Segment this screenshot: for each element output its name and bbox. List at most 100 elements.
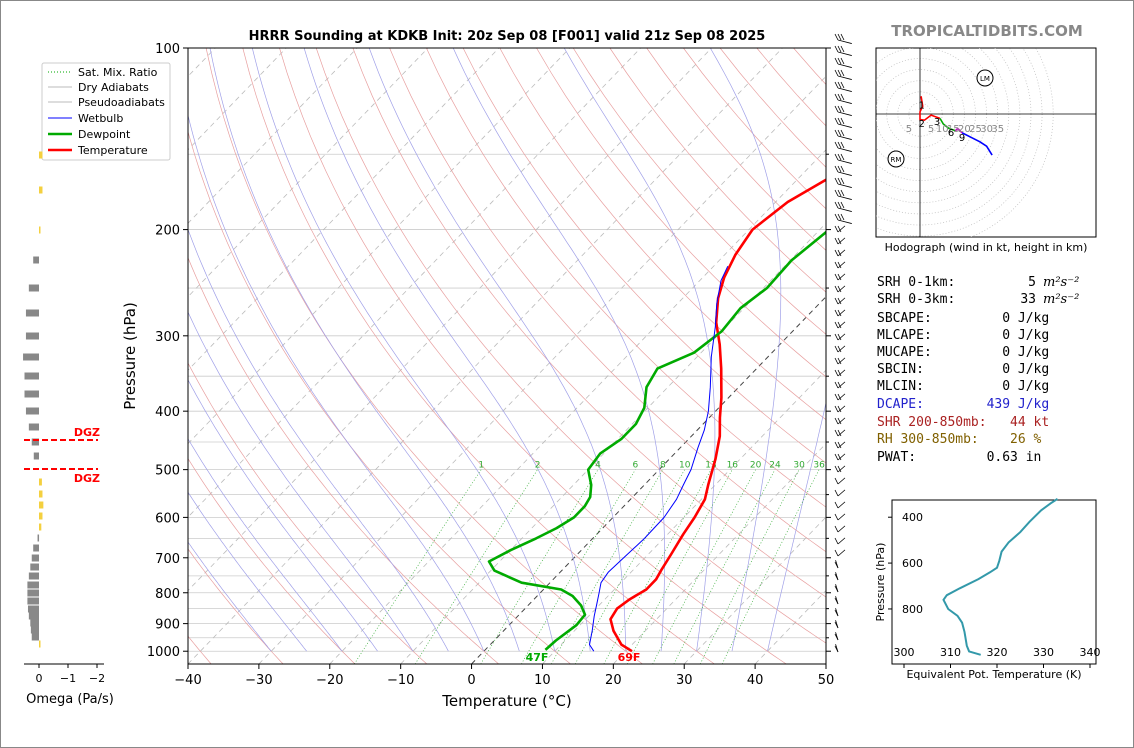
wind-barb (834, 93, 852, 104)
barb-flag (834, 69, 839, 77)
mixing-ratio-line (550, 469, 664, 664)
legend: Sat. Mix. Ratio Dry Adiabats Pseudoadiab… (41, 62, 171, 161)
mlcin-row: MLCIN: 0 J/kg (877, 379, 1049, 394)
moist-adiabat (209, 48, 520, 652)
mixing-ratio-line (626, 469, 733, 664)
barb-flag (840, 129, 845, 137)
wind-barb (834, 45, 852, 56)
mixing-ratio-label: 16 (727, 461, 739, 471)
barb-staff (837, 273, 846, 281)
omega-bar (25, 332, 39, 340)
hodograph-segment (939, 117, 956, 132)
omega-bar (30, 619, 39, 627)
isotherm-line (258, 75, 826, 664)
barb-flag (840, 57, 845, 65)
barb-flag (834, 117, 839, 125)
barb-staff (837, 123, 852, 128)
isotherm-line (329, 149, 826, 664)
barb-flag (834, 225, 839, 233)
mixing-ratio-label: 4 (595, 461, 601, 471)
wind-barb (834, 644, 839, 653)
y-tick-label: 700 (155, 552, 180, 567)
wind-barbs (834, 33, 852, 653)
omega-bar (23, 353, 39, 361)
wind-barb (834, 33, 852, 44)
wind-barb (834, 285, 846, 293)
barb-flag (837, 285, 842, 293)
moist-adiabat (767, 401, 826, 652)
x-tick-label: 0 (467, 673, 475, 688)
omega-bar (39, 501, 44, 509)
barb-flag (834, 465, 839, 473)
mixing-ratio-label: 6 (633, 461, 639, 471)
mixing-ratio-label: 10 (679, 461, 691, 471)
barb-flag (834, 537, 839, 545)
barb-flag (834, 393, 839, 401)
wind-barb (834, 560, 839, 569)
barb-flag (840, 141, 845, 149)
barb-staff (837, 159, 852, 164)
barb-flag (837, 117, 842, 125)
wind-barb (834, 309, 846, 317)
barb-staff (837, 525, 846, 533)
srh03-unit: m²s⁻² (1043, 292, 1079, 307)
wind-barb (834, 249, 846, 257)
moist-adiabat (188, 113, 485, 652)
barb-staff (837, 537, 846, 545)
barb-staff (837, 225, 846, 233)
brand-watermark: TROPICALTIDBITS.COM (891, 22, 1083, 40)
mixing-ratio-label: 20 (750, 461, 762, 471)
barb-flag (837, 453, 842, 461)
omega-tick-label: −2 (89, 672, 105, 685)
hodograph-ring-label: 5 (928, 124, 934, 135)
dgz-top-label: DGZ (74, 426, 100, 439)
wind-barb (834, 81, 852, 92)
moist-adiabat (303, 48, 591, 652)
barb-flag (837, 321, 842, 329)
wind-barb (834, 513, 846, 521)
wind-barb (834, 57, 852, 68)
skewt-frame (187, 47, 827, 665)
hodograph-segment (961, 132, 993, 156)
legend-entry-dry: Dry Adiabats (78, 81, 149, 94)
wind-barb (834, 393, 846, 401)
barb-staff (837, 465, 846, 473)
barb-staff (837, 453, 846, 461)
barb-flag (834, 177, 839, 185)
omega-bar (28, 284, 39, 292)
hodograph-ring-label: 20 (958, 124, 971, 135)
barb-flag (834, 585, 839, 593)
barb-flag (837, 105, 842, 113)
omega-bar (28, 423, 39, 431)
barb-flag (834, 357, 839, 365)
y-tick-label: 1000 (147, 645, 180, 660)
theta-e-frame (891, 499, 1097, 665)
barb-staff (837, 381, 846, 389)
barb-staff (837, 321, 846, 329)
barb-flag (837, 357, 842, 365)
omega-bar (31, 633, 39, 641)
barb-staff (837, 171, 852, 176)
barb-flag (834, 249, 839, 257)
dry-adiabat (315, 48, 826, 644)
mixing-ratio-line (603, 469, 712, 664)
barb-flag (834, 213, 839, 221)
hodograph-ring-label: 25 (969, 124, 982, 135)
moist-adiabat (563, 48, 716, 652)
y-tick-label: 200 (155, 224, 180, 239)
omega-bar (39, 226, 41, 234)
barb-flag (837, 153, 842, 161)
wind-barb (834, 501, 846, 509)
barb-staff (837, 405, 846, 413)
moist-adiabat (188, 491, 307, 652)
dgz-bottom-label: DGZ (74, 472, 100, 485)
wind-barb (834, 237, 846, 245)
isotherm-line (188, 48, 429, 298)
legend-entry-dewpoint: Dewpoint (78, 128, 131, 141)
barb-flag (837, 273, 842, 281)
omega-bar (27, 589, 39, 597)
barb-flag (837, 33, 842, 41)
barb-flag (834, 33, 839, 41)
mixing-ratio-label: 2 (535, 461, 541, 471)
barb-flag (834, 93, 839, 101)
